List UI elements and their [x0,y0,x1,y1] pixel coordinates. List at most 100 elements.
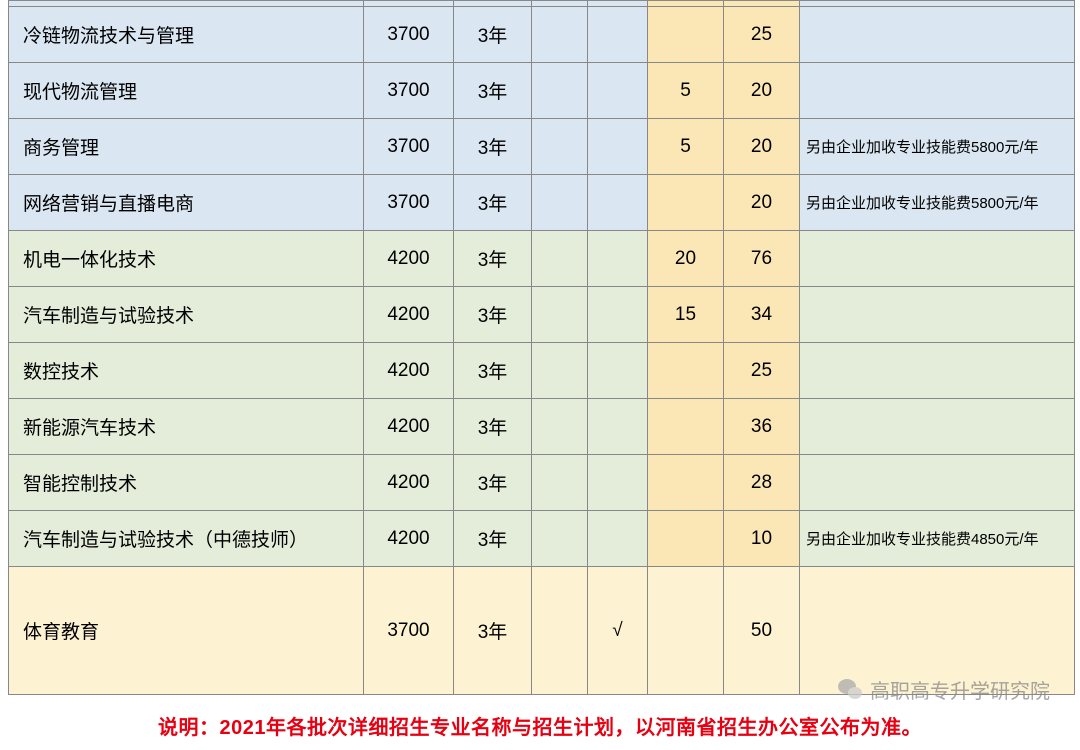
major-name-cell: 商务管理 [9,119,364,175]
table-row: 智能控制技术42003年 28 [9,455,1075,511]
data-cell: 3年 [454,175,532,231]
data-cell [588,231,648,287]
remark-cell [800,231,1075,287]
data-cell [588,343,648,399]
data-cell [532,7,588,63]
table-row: 机电一体化技术42003年 2076 [9,231,1075,287]
data-cell [648,399,724,455]
data-cell [532,343,588,399]
data-cell: 25 [724,343,800,399]
data-cell: 3700 [364,119,454,175]
data-cell: 20 [648,231,724,287]
data-cell: 3700 [364,567,454,695]
data-cell: 3700 [364,7,454,63]
data-cell [532,567,588,695]
data-cell: 20 [724,119,800,175]
data-cell [648,455,724,511]
data-cell [588,175,648,231]
data-cell: 20 [724,63,800,119]
data-cell: 10 [724,511,800,567]
data-cell [532,119,588,175]
data-cell: 28 [724,455,800,511]
data-cell [532,455,588,511]
major-name-cell: 体育教育 [9,567,364,695]
table-row: 网络营销与直播电商37003年 20另由企业加收专业技能费5800元/年 [9,175,1075,231]
data-cell [648,7,724,63]
table-row: 新能源汽车技术42003年 36 [9,399,1075,455]
major-name-cell: 网络营销与直播电商 [9,175,364,231]
remark-cell [800,287,1075,343]
data-cell [532,399,588,455]
data-cell [648,567,724,695]
data-cell [588,119,648,175]
table-row: 体育教育37003年 √ 50 [9,567,1075,695]
major-name-cell: 数控技术 [9,343,364,399]
data-cell: 3年 [454,343,532,399]
remark-cell [800,63,1075,119]
data-cell [648,511,724,567]
data-cell [532,511,588,567]
table-row: 商务管理37003年 520另由企业加收专业技能费5800元/年 [9,119,1075,175]
major-name-cell: 汽车制造与试验技术（中德技师） [9,511,364,567]
data-cell: 4200 [364,287,454,343]
data-cell [588,7,648,63]
data-cell [588,63,648,119]
data-cell: 50 [724,567,800,695]
data-cell: 5 [648,119,724,175]
data-cell [532,287,588,343]
data-cell: 4200 [364,511,454,567]
data-cell: 76 [724,231,800,287]
remark-cell [800,455,1075,511]
data-cell: 3700 [364,175,454,231]
data-cell: 3年 [454,7,532,63]
remark-cell [800,567,1075,695]
data-cell: 3年 [454,287,532,343]
remark-cell: 另由企业加收专业技能费5800元/年 [800,175,1075,231]
data-cell: 4200 [364,399,454,455]
remark-cell: 另由企业加收专业技能费5800元/年 [800,119,1075,175]
admissions-table: 冷链物流技术与管理37003年25现代物流管理37003年520商务管理3700… [8,0,1075,695]
table-row: 汽车制造与试验技术（中德技师）42003年 10另由企业加收专业技能费4850元/… [9,511,1075,567]
data-cell: 36 [724,399,800,455]
remark-cell [800,7,1075,63]
data-cell [532,63,588,119]
data-cell [648,175,724,231]
data-cell [588,455,648,511]
major-name-cell: 新能源汽车技术 [9,399,364,455]
major-name-cell: 汽车制造与试验技术 [9,287,364,343]
data-cell: 3年 [454,455,532,511]
remark-cell [800,343,1075,399]
data-cell: 3年 [454,399,532,455]
data-cell: 4200 [364,231,454,287]
remark-cell: 另由企业加收专业技能费4850元/年 [800,511,1075,567]
data-cell: 25 [724,7,800,63]
data-cell: 4200 [364,455,454,511]
table-row: 冷链物流技术与管理37003年 25 [9,7,1075,63]
data-cell: 3年 [454,567,532,695]
major-name-cell: 冷链物流技术与管理 [9,7,364,63]
data-cell: 5 [648,63,724,119]
table-row: 现代物流管理37003年 520 [9,63,1075,119]
data-cell [532,231,588,287]
footer-note: 说明：2021年各批次详细招生专业名称与招生计划，以河南省招生办公室公布为准。 [8,695,1072,748]
table-row: 数控技术42003年 25 [9,343,1075,399]
data-cell [532,175,588,231]
data-cell: 4200 [364,343,454,399]
major-name-cell: 智能控制技术 [9,455,364,511]
data-cell: 3年 [454,63,532,119]
major-name-cell: 机电一体化技术 [9,231,364,287]
data-cell: √ [588,567,648,695]
data-cell [588,511,648,567]
data-cell [648,343,724,399]
data-cell: 3700 [364,63,454,119]
data-cell [588,287,648,343]
data-cell [588,399,648,455]
data-cell: 34 [724,287,800,343]
data-cell: 15 [648,287,724,343]
data-cell: 3年 [454,511,532,567]
data-cell: 3年 [454,119,532,175]
remark-cell [800,399,1075,455]
data-cell: 3年 [454,231,532,287]
data-cell: 20 [724,175,800,231]
major-name-cell: 现代物流管理 [9,63,364,119]
